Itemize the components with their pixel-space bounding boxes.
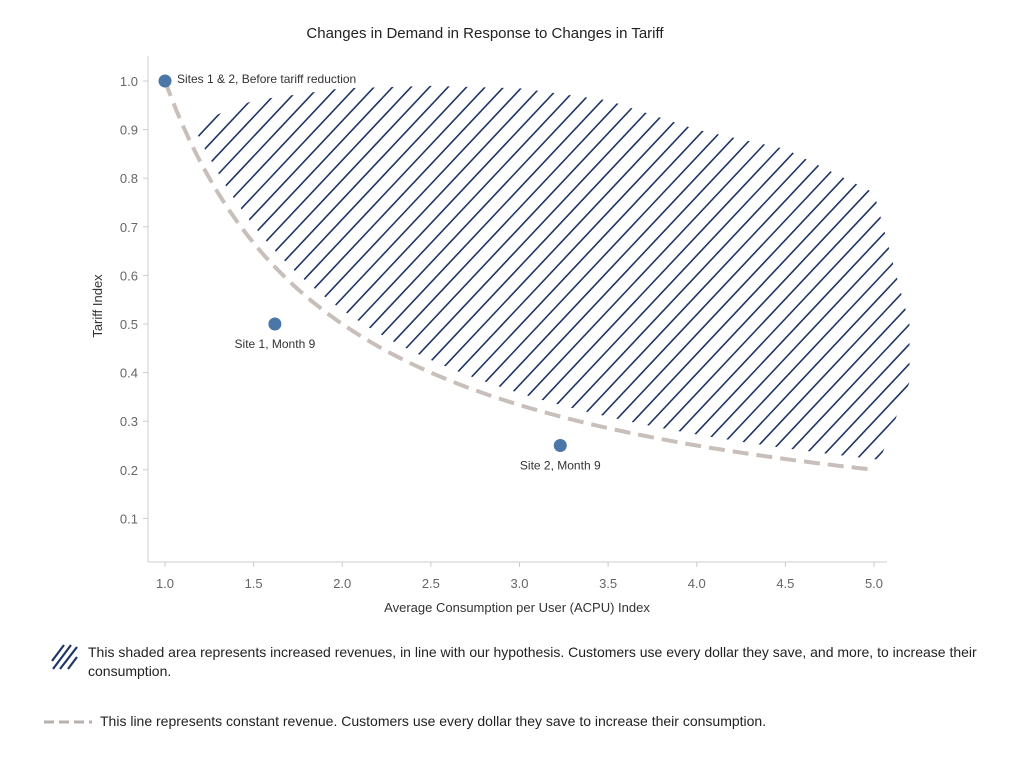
data-point <box>158 74 172 88</box>
hatch-line <box>890 71 910 460</box>
y-tick-label: 0.6 <box>120 268 138 283</box>
hatch-line <box>705 71 910 460</box>
hatch-line <box>761 71 910 460</box>
hatch-line <box>909 71 910 460</box>
hatch-line <box>171 71 364 460</box>
hatch-line <box>171 71 475 460</box>
hatch-line <box>171 71 290 460</box>
x-tick-label: 2.5 <box>422 576 440 591</box>
hatch-line <box>966 60 1024 560</box>
hatch-line <box>724 71 910 460</box>
hatch-line <box>261 71 734 460</box>
data-point <box>268 317 282 331</box>
hatch-swatch-icon <box>51 644 78 670</box>
hatch-line <box>947 60 1024 560</box>
legend-constant-revenue: This line represents constant revenue. C… <box>44 712 984 731</box>
hatch-line <box>1003 60 1024 560</box>
hatch-line <box>391 71 863 460</box>
hatch-line <box>779 71 910 460</box>
data-point-label: Site 1, Month 9 <box>235 337 316 351</box>
hatch-line <box>929 60 1024 560</box>
hatch-line <box>171 71 308 460</box>
x-tick-label: 2.0 <box>333 576 351 591</box>
hatch-line <box>171 71 604 460</box>
x-tick-label: 4.0 <box>688 576 706 591</box>
hatch-line <box>206 71 678 460</box>
hatch-line <box>984 60 1024 560</box>
hatch-line <box>280 71 752 460</box>
hatch-line <box>594 71 910 460</box>
hatch-line <box>171 71 327 460</box>
hatch-line <box>171 71 419 460</box>
hatch-line <box>428 71 900 460</box>
y-axis-ticks: 0.1 0.2 0.3 0.4 0.5 0.6 0.7 0.8 0.9 1.0 <box>120 74 148 526</box>
x-tick-label: 1.0 <box>156 576 174 591</box>
hatch-line <box>409 71 882 460</box>
y-tick-label: 0.9 <box>120 123 138 138</box>
y-tick-label: 0.4 <box>120 366 138 381</box>
hatch-line <box>171 71 586 460</box>
data-point-label: Sites 1 & 2, Before tariff reduction <box>177 72 356 86</box>
y-tick-label: 0.5 <box>120 317 138 332</box>
hatch-line <box>502 71 910 460</box>
hatch-line <box>171 71 641 460</box>
hatch-line <box>335 71 808 460</box>
x-tick-label: 3.5 <box>599 576 617 591</box>
hatch-line <box>835 71 910 460</box>
hatch-line <box>171 71 567 460</box>
hatch-line <box>520 71 910 460</box>
legend-constant-revenue-text: This line represents constant revenue. C… <box>100 713 767 729</box>
hatch-line <box>668 71 910 460</box>
hatch-line <box>171 71 345 460</box>
y-axis-label: Tariff Index <box>90 274 105 338</box>
shaded-region <box>171 60 1024 560</box>
hatch-line <box>539 71 910 460</box>
y-tick-label: 0.8 <box>120 171 138 186</box>
hatch-line <box>872 71 910 460</box>
hatch-line <box>171 71 512 460</box>
hatch-line <box>465 71 910 460</box>
legend-shaded-area: This shaded area represents increased re… <box>50 643 980 681</box>
x-axis-label: Average Consumption per User (ACPU) Inde… <box>384 600 650 615</box>
x-tick-label: 3.0 <box>510 576 528 591</box>
hatch-line <box>243 71 715 460</box>
hatch-line <box>631 71 910 460</box>
x-tick-label: 4.5 <box>776 576 794 591</box>
y-tick-label: 1.0 <box>120 74 138 89</box>
hatch-line <box>171 71 401 460</box>
data-point-label: Site 2, Month 9 <box>520 459 601 473</box>
legend-shaded-area-text: This shaded area represents increased re… <box>88 644 977 679</box>
y-tick-label: 0.2 <box>120 463 138 478</box>
chart-title: Changes in Demand in Response to Changes… <box>306 25 664 42</box>
hatch-line <box>650 71 910 460</box>
hatch-line <box>613 71 910 460</box>
hatch-line <box>372 71 845 460</box>
hatch-line <box>557 71 910 460</box>
hatch-line <box>576 71 910 460</box>
hatch-line <box>224 71 697 460</box>
hatch-line <box>853 71 910 460</box>
data-points: Sites 1 & 2, Before tariff reduction Site… <box>158 72 601 473</box>
hatch-line <box>446 71 910 460</box>
hatch-line <box>171 71 623 460</box>
chart: Changes in Demand in Response to Changes… <box>90 25 1024 615</box>
x-tick-label: 1.5 <box>245 576 263 591</box>
y-tick-label: 0.3 <box>120 414 138 429</box>
x-axis-ticks: 1.0 1.5 2.0 2.5 3.0 3.5 4.0 4.5 5.0 <box>156 562 883 591</box>
hatch-line <box>354 71 826 460</box>
hatch-line <box>187 71 660 460</box>
x-tick-label: 5.0 <box>865 576 883 591</box>
y-tick-label: 0.7 <box>120 220 138 235</box>
hatch-line <box>298 71 771 460</box>
constant-revenue-curve <box>163 80 875 472</box>
y-tick-label: 0.1 <box>120 511 138 526</box>
hatch-line <box>798 71 910 460</box>
dashed-line-swatch-icon <box>44 720 92 724</box>
hatch-line <box>483 71 910 460</box>
hatch-line <box>317 71 789 460</box>
hatch-line <box>171 71 382 460</box>
data-point <box>553 439 567 452</box>
hatch-line <box>742 71 910 460</box>
